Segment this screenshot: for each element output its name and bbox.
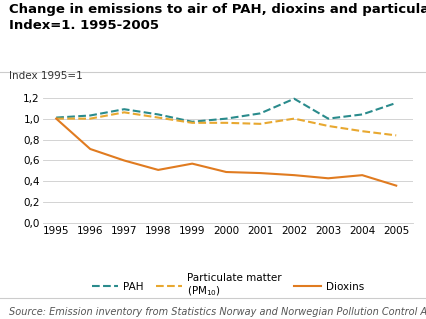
Legend: PAH, Particulate matter
(PM$_{10}$), Dioxins: PAH, Particulate matter (PM$_{10}$), Dio… bbox=[88, 269, 368, 303]
Text: Change in emissions to air of PAH, dioxins and particulate matter.
Index=1. 1995: Change in emissions to air of PAH, dioxi… bbox=[9, 3, 426, 32]
Text: Index 1995=1: Index 1995=1 bbox=[9, 71, 82, 81]
Text: Source: Emission inventory from Statistics Norway and Norwegian Pollution Contro: Source: Emission inventory from Statisti… bbox=[9, 308, 426, 317]
